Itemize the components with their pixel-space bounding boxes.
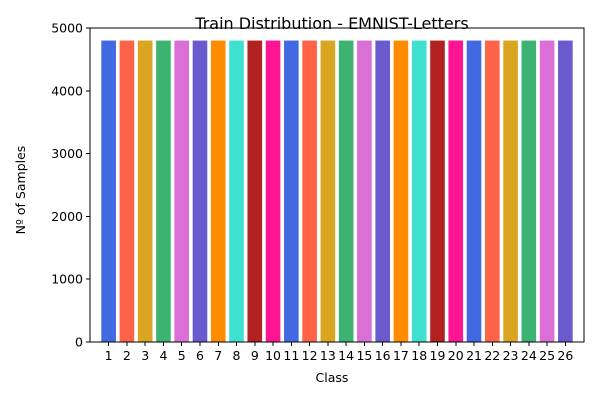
x-axis-ticks: 1 2 3 4 5 6 7 8 9 10 11 12 13 14 15 16 17 18 19 20 21 22 23 24 2… <box>105 342 573 363</box>
y-tick-label: 3000 <box>51 146 83 161</box>
x-tick-label: 5 <box>178 348 186 363</box>
x-tick-label: 14 <box>338 348 354 363</box>
bar-class-7 <box>210 40 226 343</box>
x-tick-label: 2 <box>123 348 131 363</box>
x-tick-label: 16 <box>375 348 391 363</box>
x-tick-label: 23 <box>503 348 519 363</box>
x-tick-label: 7 <box>214 348 222 363</box>
x-tick-label: 8 <box>233 348 241 363</box>
bar-class-4 <box>156 40 171 343</box>
y-tick-label: 0 <box>75 335 83 350</box>
y-axis-label: Nº of Samples <box>13 146 28 235</box>
bar-class-6 <box>192 40 208 343</box>
bar-class-1 <box>101 40 116 343</box>
bar-class-5 <box>174 40 190 343</box>
bar-class-17 <box>393 40 409 343</box>
bar-class-16 <box>375 40 390 343</box>
y-axis-ticks: 0 1000 2000 3000 4000 5000 <box>51 21 90 350</box>
x-tick-label: 25 <box>539 348 555 363</box>
bar-class-21 <box>466 40 482 343</box>
x-tick-label: 21 <box>466 348 482 363</box>
y-tick-label: 4000 <box>51 83 83 98</box>
x-tick-label: 20 <box>448 348 464 363</box>
bar-class-12 <box>302 40 317 343</box>
bar-class-25 <box>539 40 555 343</box>
y-tick-label: 2000 <box>51 209 83 224</box>
bar-class-15 <box>357 40 372 343</box>
x-tick-label: 9 <box>251 348 259 363</box>
x-tick-label: 12 <box>302 348 318 363</box>
bar-class-11 <box>284 40 299 343</box>
bar-class-26 <box>558 40 573 343</box>
bar-class-18 <box>411 40 427 343</box>
x-tick-label: 6 <box>196 348 204 363</box>
x-tick-label: 1 <box>105 348 113 363</box>
bar-class-14 <box>338 40 354 343</box>
bar-class-22 <box>484 40 500 343</box>
bar-class-2 <box>119 40 135 343</box>
bar-class-3 <box>137 40 153 343</box>
bar-class-20 <box>448 40 464 343</box>
x-tick-label: 17 <box>393 348 409 363</box>
x-tick-label: 4 <box>159 348 167 363</box>
bar-class-13 <box>320 40 336 343</box>
x-tick-label: 22 <box>484 348 500 363</box>
chart-title: Train Distribution - EMNIST-Letters <box>194 14 468 33</box>
axes-frame <box>89 27 585 343</box>
x-tick-label: 11 <box>283 348 299 363</box>
bar-class-19 <box>430 40 445 343</box>
bar-class-8 <box>229 40 244 343</box>
bars-group <box>101 40 573 343</box>
x-tick-label: 15 <box>356 348 372 363</box>
y-tick-label: 5000 <box>51 21 83 36</box>
bar-class-10 <box>265 40 281 343</box>
y-tick-label: 1000 <box>51 272 83 287</box>
x-tick-label: 13 <box>320 348 336 363</box>
x-tick-label: 19 <box>430 348 446 363</box>
bar-class-24 <box>521 40 537 343</box>
x-tick-label: 18 <box>411 348 427 363</box>
x-tick-label: 3 <box>141 348 149 363</box>
x-tick-label: 10 <box>265 348 281 363</box>
x-tick-label: 24 <box>521 348 537 363</box>
bar-class-9 <box>247 40 263 343</box>
bar-class-23 <box>503 40 518 343</box>
x-axis-label: Class <box>316 370 349 385</box>
x-tick-label: 26 <box>557 348 573 363</box>
